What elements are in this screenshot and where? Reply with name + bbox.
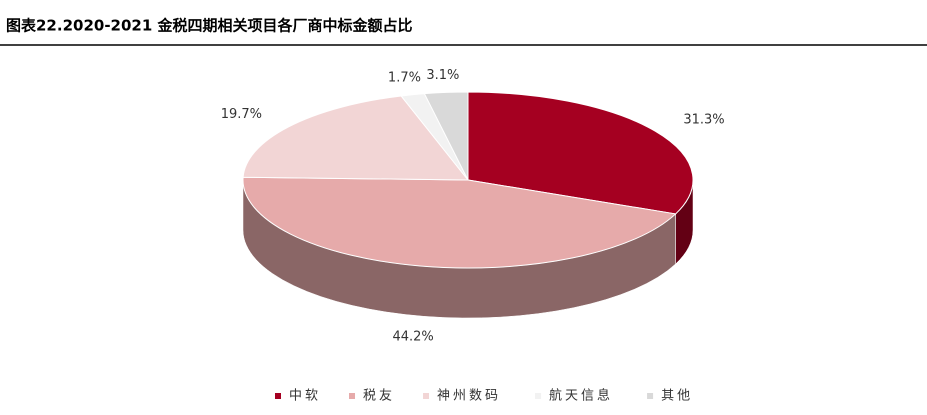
data-label: 1.7% (388, 70, 421, 85)
legend-marker (647, 393, 654, 399)
legend-marker (349, 393, 356, 399)
legend-label: 航天信息 (549, 388, 613, 404)
data-label: 19.7% (221, 107, 262, 122)
legend-marker (423, 393, 430, 399)
legend-label: 其他 (661, 389, 693, 404)
legend-label: 税友 (363, 388, 395, 404)
slice (242, 176, 677, 269)
data-label: 44.2% (392, 329, 433, 344)
slice (467, 91, 694, 215)
legend-label: 神州数码 (437, 389, 501, 404)
legend-marker (275, 393, 281, 399)
data-label: 31.3% (683, 112, 724, 127)
slice (242, 95, 470, 181)
data-label: 3.1% (426, 68, 459, 83)
legend-marker (535, 393, 542, 399)
legend-label: 中软 (289, 389, 321, 404)
slice (423, 91, 469, 181)
chart-title: 图表22.2020-2021 金税四期相关项目各厂商中标金额占比 (6, 17, 413, 35)
